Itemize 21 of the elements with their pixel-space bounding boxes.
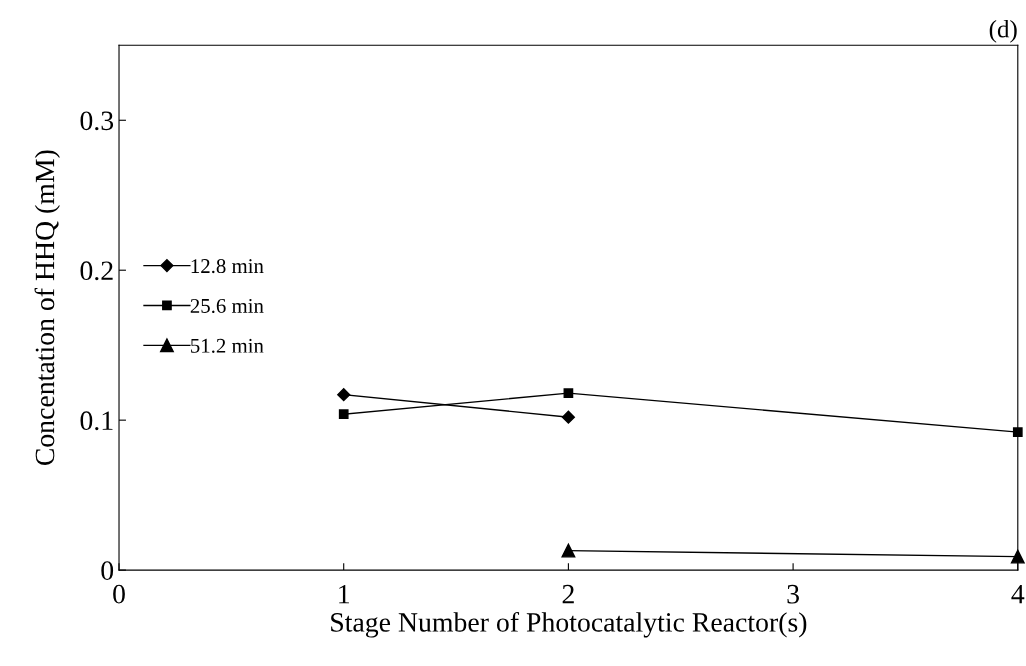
x-tick-label: 3 bbox=[787, 584, 799, 604]
legend-label: 51.2 min bbox=[191, 338, 264, 353]
point bbox=[561, 410, 575, 424]
y-axis-title: Concentation of HHQ (mM) bbox=[34, 150, 60, 466]
y-tick-label: 0.1 bbox=[80, 411, 113, 431]
y-tick-label: 0 bbox=[101, 561, 114, 581]
point bbox=[1010, 549, 1025, 564]
legend-label: 25.6 min bbox=[190, 298, 264, 314]
point bbox=[338, 409, 349, 420]
x-tick-label: 4 bbox=[1011, 584, 1025, 604]
point bbox=[563, 388, 574, 399]
legend-label: 12.8 min bbox=[191, 259, 264, 274]
x-tick-label: 1 bbox=[339, 584, 349, 604]
point bbox=[561, 543, 576, 558]
y-tick-label: 0.3 bbox=[80, 111, 114, 131]
text: (d) bbox=[989, 19, 1017, 43]
point bbox=[337, 388, 351, 402]
point bbox=[1012, 427, 1023, 438]
y-tick-label: 0.2 bbox=[80, 261, 113, 281]
x-tick-label: 2 bbox=[562, 584, 574, 604]
x-axis-title: Stage Number of Photocatalytic Reactor(s) bbox=[331, 611, 807, 638]
